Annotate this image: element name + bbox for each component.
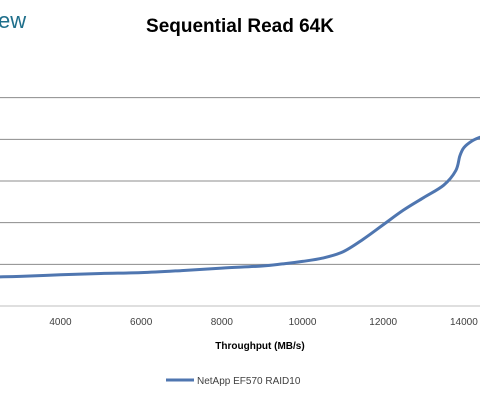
x-tick-labels: 4000 6000 8000 10000 12000 14000 [49,317,478,328]
series-lines [0,135,480,279]
legend: NetApp EF570 RAID10 [166,376,301,387]
x-tick-label-1: 6000 [130,317,153,328]
logo-text: ew [0,8,26,33]
x-tick-label-0: 4000 [49,317,72,328]
x-tick-label-3: 10000 [289,317,317,328]
x-tick-label-4: 12000 [369,317,397,328]
legend-label: NetApp EF570 RAID10 [197,376,301,387]
series-line-0 [0,135,480,279]
x-axis-label: Throughput (MB/s) [215,341,304,352]
gridlines [0,97,480,265]
x-tick-label-2: 8000 [211,317,234,328]
x-tick-label-5: 14000 [450,317,478,328]
chart-title: Sequential Read 64K [146,16,334,37]
